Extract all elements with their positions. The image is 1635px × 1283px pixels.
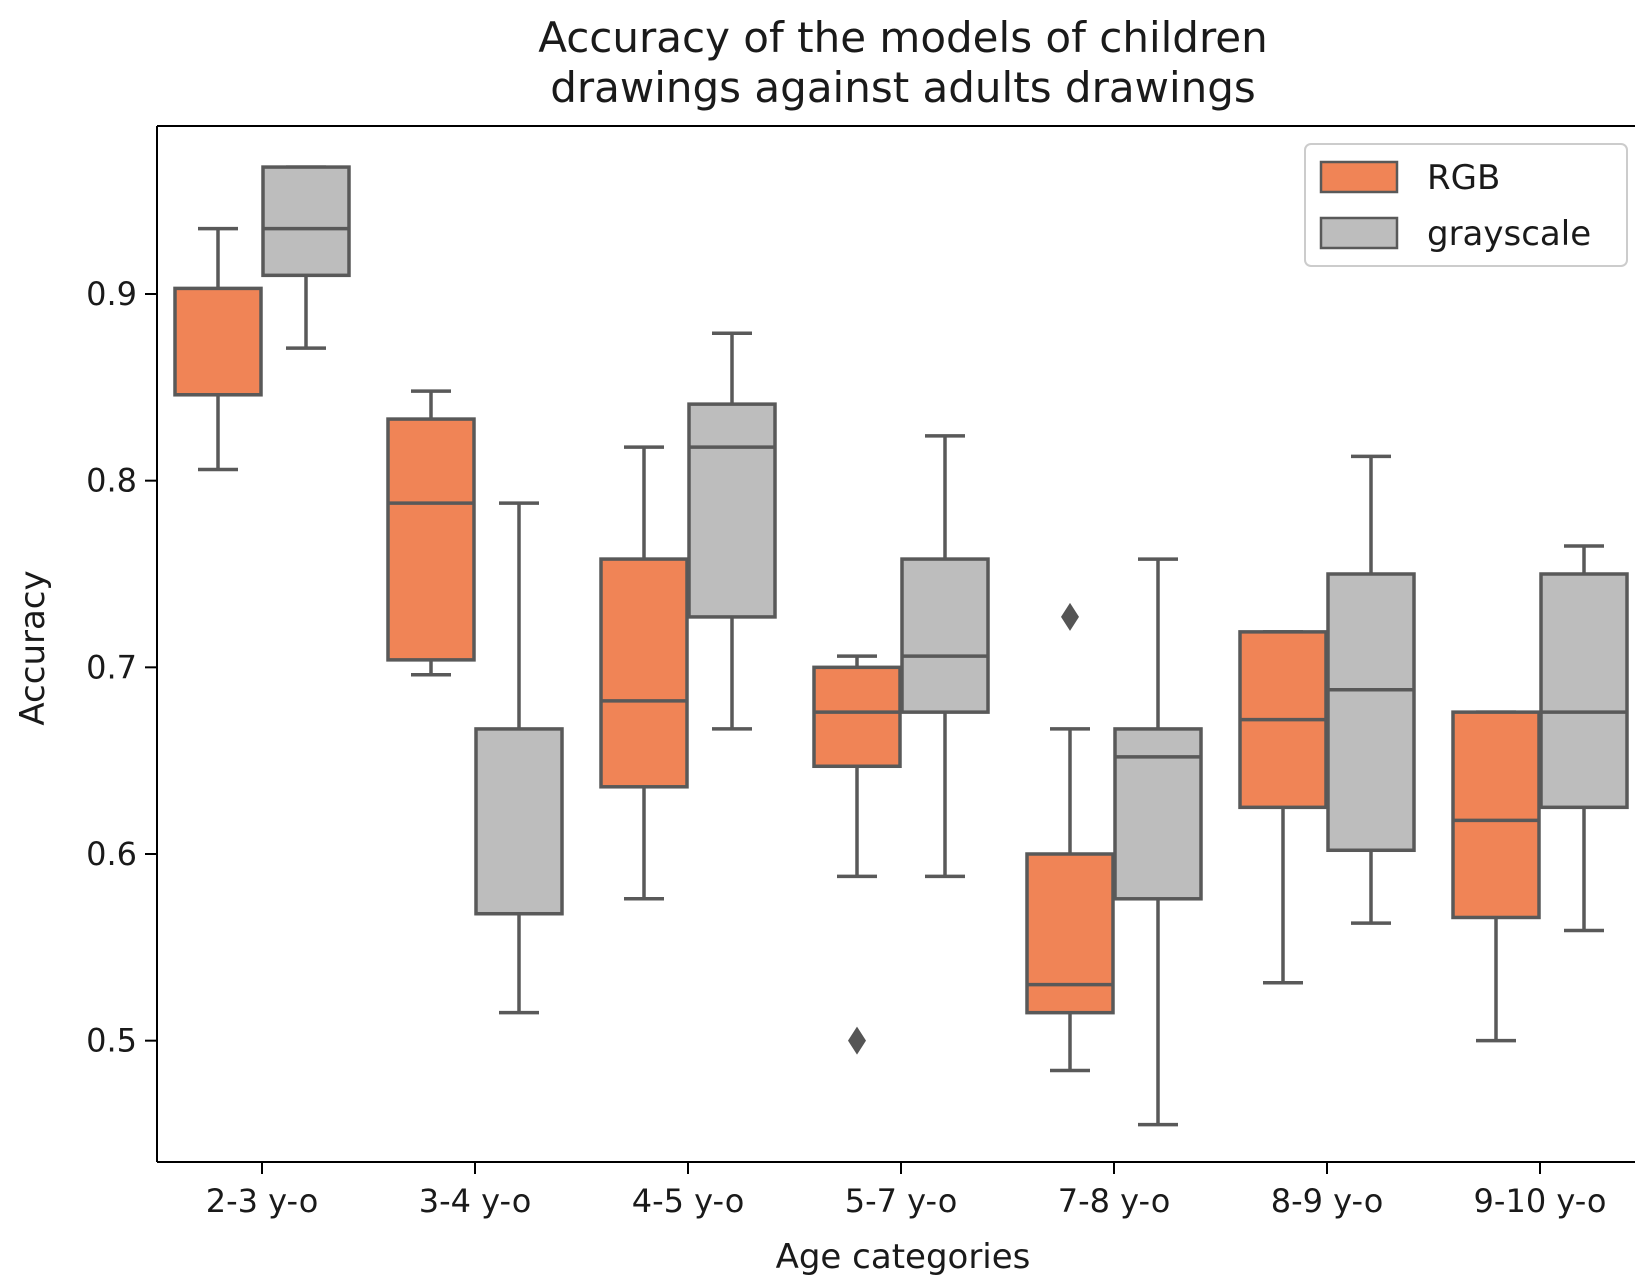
box-iqr: [474, 727, 564, 916]
box-grayscale-7-8 y-o: [1113, 557, 1203, 1127]
box-iqr: [1025, 852, 1115, 1015]
x-tick-label: 2-3 y-o: [206, 1182, 319, 1220]
box-iqr: [386, 417, 476, 662]
box-RGB-2-3 y-o: [173, 226, 263, 472]
chart-title-line-1: Accuracy of the models of children: [538, 13, 1268, 62]
outlier-point: [1061, 602, 1079, 631]
legend: RGB grayscale: [1304, 143, 1628, 267]
plot-area: 0.5 0.6 0.7 0.8 0.9 2-3 y-o 3-4 y-o 4-5 y-o 5-7 …: [86, 125, 1635, 1220]
box-RGB-3-4 y-o: [386, 389, 476, 677]
x-axis-label: Age categories: [776, 1237, 1031, 1277]
box-iqr: [1326, 572, 1416, 853]
box-grayscale-8-9 y-o: [1326, 454, 1416, 925]
x-tick-label: 9-10 y-o: [1474, 1182, 1607, 1220]
box-grayscale-9-10 y-o: [1539, 544, 1629, 933]
box-iqr: [173, 286, 263, 397]
box-RGB-5-7 y-o: [812, 654, 902, 1055]
box-grayscale-2-3 y-o: [261, 165, 351, 350]
legend-label-grayscale: grayscale: [1427, 214, 1591, 254]
x-tick-label: 8-9 y-o: [1271, 1182, 1384, 1220]
box-grayscale-5-7 y-o: [900, 434, 990, 879]
legend-swatch-RGB: [1319, 160, 1399, 194]
y-tick-label: 0.5: [86, 1022, 137, 1060]
series-grayscale: [261, 165, 1629, 1127]
box-iqr: [599, 557, 689, 789]
box-grayscale-3-4 y-o: [474, 501, 564, 1015]
box-iqr: [261, 165, 351, 278]
box-iqr: [1451, 710, 1541, 920]
legend-swatch-grayscale: [1319, 216, 1399, 250]
box-RGB-9-10 y-o: [1451, 710, 1541, 1043]
outlier-point: [848, 1026, 866, 1055]
x-tick-label: 3-4 y-o: [419, 1182, 532, 1220]
box-iqr: [687, 402, 777, 619]
y-tick-label: 0.9: [86, 275, 137, 313]
series-RGB: [173, 226, 1541, 1073]
y-tick-label: 0.7: [86, 648, 137, 686]
box-RGB-7-8 y-o: [1025, 602, 1115, 1073]
legend-label-RGB: RGB: [1427, 158, 1500, 198]
x-tick-label: 7-8 y-o: [1058, 1182, 1171, 1220]
x-tick-label: 5-7 y-o: [845, 1182, 958, 1220]
y-tick-label: 0.8: [86, 462, 137, 500]
box-RGB-8-9 y-o: [1238, 630, 1328, 985]
box-iqr: [1539, 572, 1629, 810]
y-axis-label: Accuracy: [13, 570, 53, 725]
box-iqr: [812, 665, 902, 769]
box-iqr: [900, 557, 990, 714]
box-grayscale-4-5 y-o: [687, 331, 777, 731]
box-iqr: [1113, 727, 1203, 901]
y-tick-label: 0.6: [86, 835, 137, 873]
x-tick-label: 4-5 y-o: [632, 1182, 745, 1220]
box-RGB-4-5 y-o: [599, 445, 689, 901]
chart-title-line-2: drawings against adults drawings: [550, 63, 1256, 112]
